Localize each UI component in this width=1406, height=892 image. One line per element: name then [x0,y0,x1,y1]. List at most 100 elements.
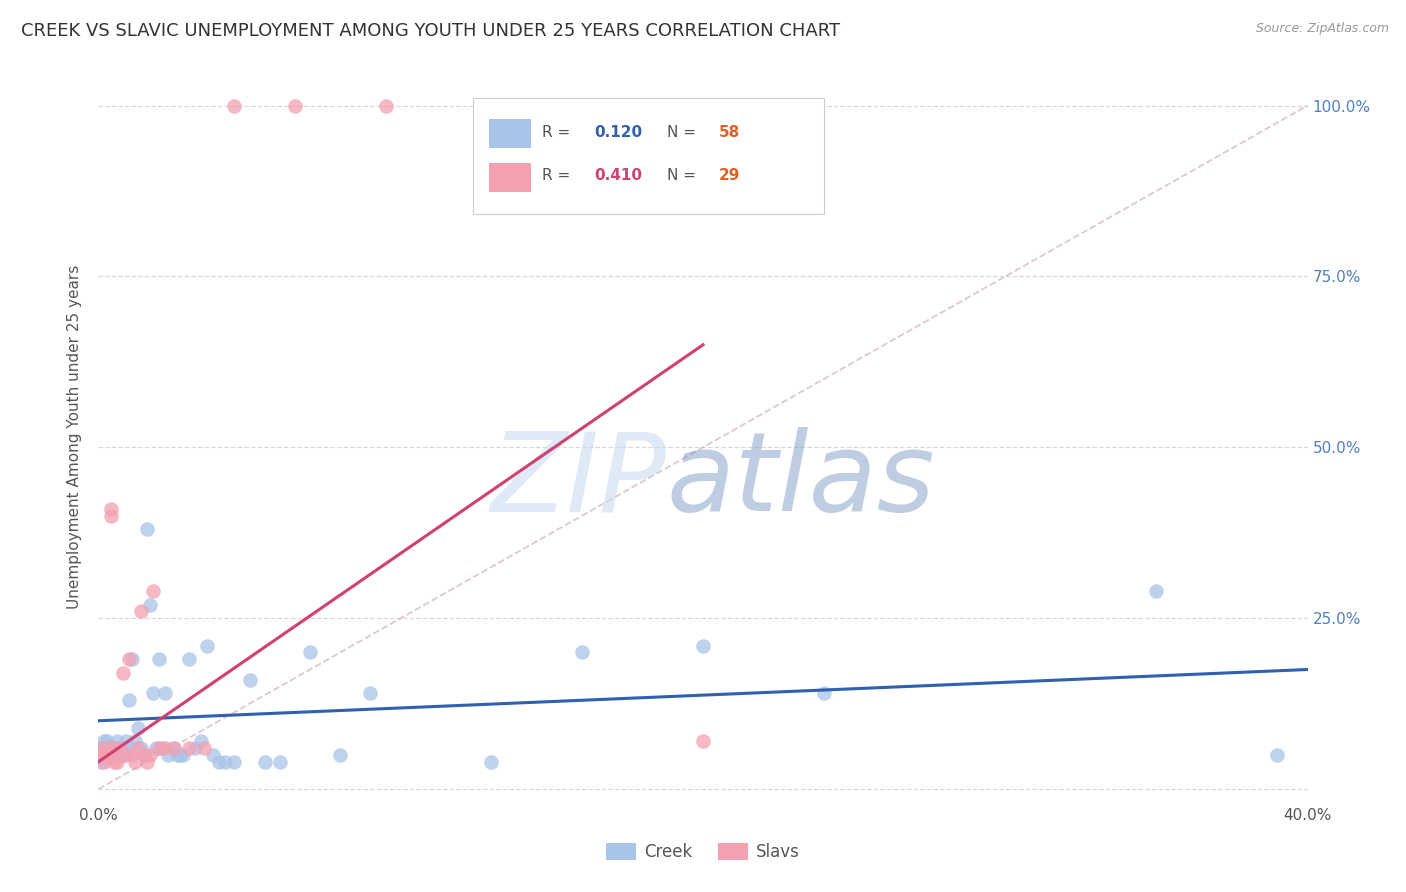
Text: N =: N = [666,169,700,184]
Point [571,645,593,659]
Text: CREEK VS SLAVIC UNEMPLOYMENT AMONG YOUTH UNDER 25 YEARS CORRELATION CHART: CREEK VS SLAVIC UNEMPLOYMENT AMONG YOUTH… [21,22,841,40]
Point [93,734,115,748]
Point [135,755,157,769]
Point [150,741,173,756]
Point [111,747,134,762]
Point [90,741,112,756]
Text: atlas: atlas [666,427,935,534]
Point [108,741,131,756]
Point [129,741,152,756]
Point [142,583,165,598]
Point [105,747,128,762]
Point [214,755,236,769]
Point [269,755,291,769]
Point [142,686,165,700]
Point [179,652,201,666]
Text: N =: N = [666,125,700,139]
Point [96,747,118,762]
Point [156,747,179,762]
Text: Source: ZipAtlas.com: Source: ZipAtlas.com [1256,22,1389,36]
Point [124,734,146,748]
Point [163,741,186,756]
Point [153,686,176,700]
Point [96,741,118,756]
Point [111,665,134,680]
Point [127,721,149,735]
Point [93,755,115,769]
Point [692,639,714,653]
Text: 0.120: 0.120 [595,125,643,139]
Point [93,741,115,756]
Point [329,747,352,762]
Point [129,604,152,618]
Point [103,741,125,756]
Point [132,747,155,762]
Point [202,747,225,762]
Point [118,741,141,756]
Point [105,755,128,769]
Point [100,501,122,516]
Point [172,747,194,762]
Point [163,741,186,756]
Point [100,508,122,523]
Point [166,747,188,762]
FancyBboxPatch shape [489,163,531,192]
Point [90,741,112,756]
Point [118,693,141,707]
Point [224,755,246,769]
Point [124,755,146,769]
Point [93,747,115,762]
Point [299,645,322,659]
Point [1144,583,1167,598]
Point [114,734,136,748]
Point [118,652,141,666]
Point [132,747,155,762]
Point [195,639,218,653]
Point [111,741,134,756]
Point [148,741,170,756]
Text: 58: 58 [718,125,740,139]
Point [96,734,118,748]
Legend: Creek, Slavs: Creek, Slavs [599,836,807,868]
Point [121,652,143,666]
Point [127,741,149,756]
Point [114,747,136,762]
FancyBboxPatch shape [474,98,824,214]
Point [100,747,122,762]
Text: 0.410: 0.410 [595,169,643,184]
Point [139,598,162,612]
Text: R =: R = [543,169,575,184]
Point [121,747,143,762]
Point [193,741,215,756]
Y-axis label: Unemployment Among Youth under 25 years: Unemployment Among Youth under 25 years [67,265,83,609]
Point [208,755,231,769]
Point [139,747,162,762]
Point [153,741,176,756]
Point [239,673,262,687]
Point [103,741,125,756]
Point [135,522,157,536]
Point [692,734,714,748]
Point [224,98,246,112]
Point [284,98,307,112]
Point [148,652,170,666]
Point [103,747,125,762]
Point [481,755,503,769]
Point [105,734,128,748]
Point [96,747,118,762]
Point [108,741,131,756]
Text: ZIP: ZIP [491,427,666,534]
Point [93,747,115,762]
Text: 29: 29 [718,169,740,184]
Point [1267,747,1289,762]
Point [90,755,112,769]
Point [253,755,276,769]
FancyBboxPatch shape [489,119,531,148]
Point [96,741,118,756]
Point [108,747,131,762]
Point [179,741,201,756]
Point [169,747,191,762]
Point [360,686,382,700]
Point [190,734,212,748]
Point [145,741,167,756]
